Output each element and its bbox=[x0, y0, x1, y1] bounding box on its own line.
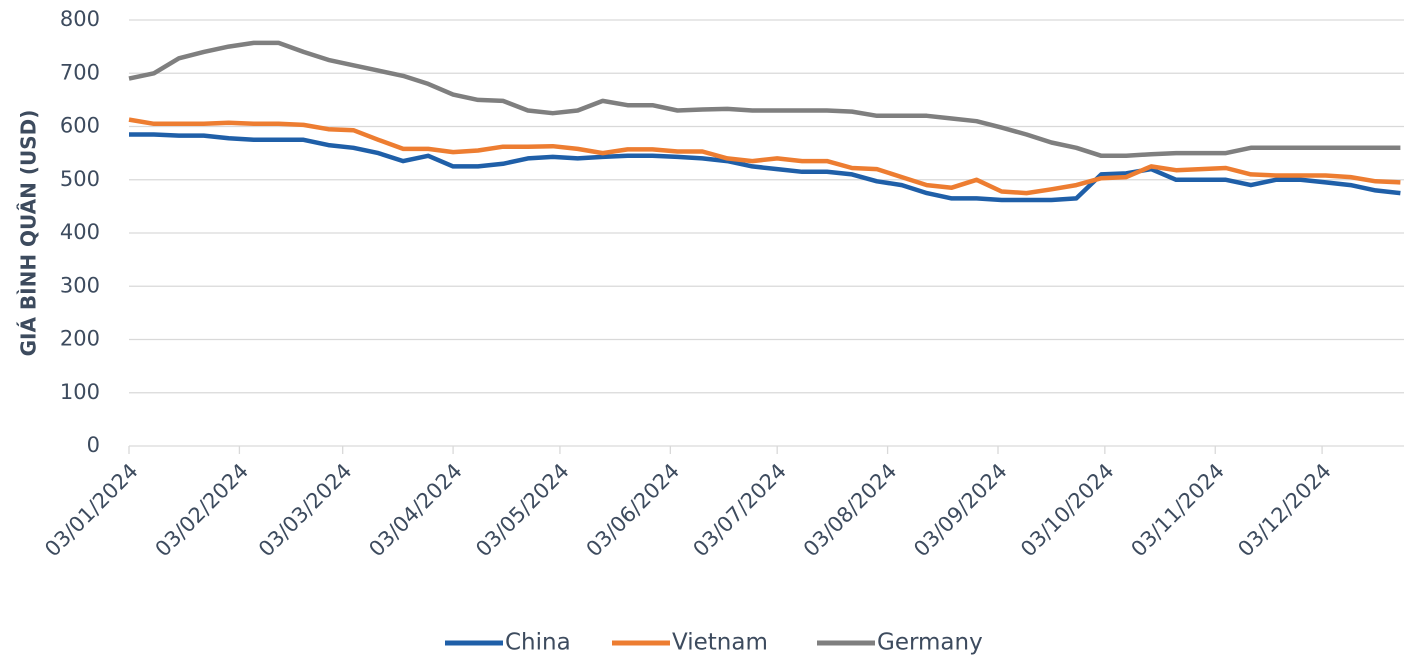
y-tick-label: 300 bbox=[60, 273, 100, 297]
y-tick-label: 100 bbox=[60, 380, 100, 404]
x-tick-label: 03/07/2024 bbox=[688, 459, 791, 562]
x-tick-label: 03/09/2024 bbox=[909, 459, 1012, 562]
x-tick-label: 03/01/2024 bbox=[40, 459, 143, 562]
series-line bbox=[128, 117, 1401, 196]
y-tick-label: 700 bbox=[60, 60, 100, 84]
x-tick-label: 03/04/2024 bbox=[364, 459, 467, 562]
y-tick-label: 200 bbox=[60, 327, 100, 351]
y-tick-label: 0 bbox=[87, 433, 100, 457]
series-line bbox=[128, 40, 1401, 159]
y-tick-label: 400 bbox=[60, 220, 100, 244]
x-tick-label: 03/02/2024 bbox=[151, 459, 254, 562]
x-tick-label: 03/05/2024 bbox=[471, 459, 574, 562]
series-line bbox=[129, 132, 1401, 203]
y-tick-label: 800 bbox=[60, 7, 100, 31]
x-tick-label: 03/11/2024 bbox=[1126, 459, 1229, 562]
legend-label: Germany bbox=[877, 630, 983, 656]
x-tick-label: 03/03/2024 bbox=[254, 459, 357, 562]
x-tick-label: 03/10/2024 bbox=[1016, 459, 1119, 562]
y-tick-label: 600 bbox=[60, 114, 100, 138]
x-tick-label: 03/08/2024 bbox=[799, 459, 902, 562]
x-tick-label: 03/12/2024 bbox=[1233, 459, 1336, 562]
legend-label: China bbox=[505, 630, 571, 656]
y-tick-label: 500 bbox=[60, 167, 100, 191]
legend-label: Vietnam bbox=[672, 630, 768, 656]
y-axis-label: GIÁ BÌNH QUÂN (USD) bbox=[17, 110, 41, 357]
x-tick-label: 03/06/2024 bbox=[582, 459, 685, 562]
